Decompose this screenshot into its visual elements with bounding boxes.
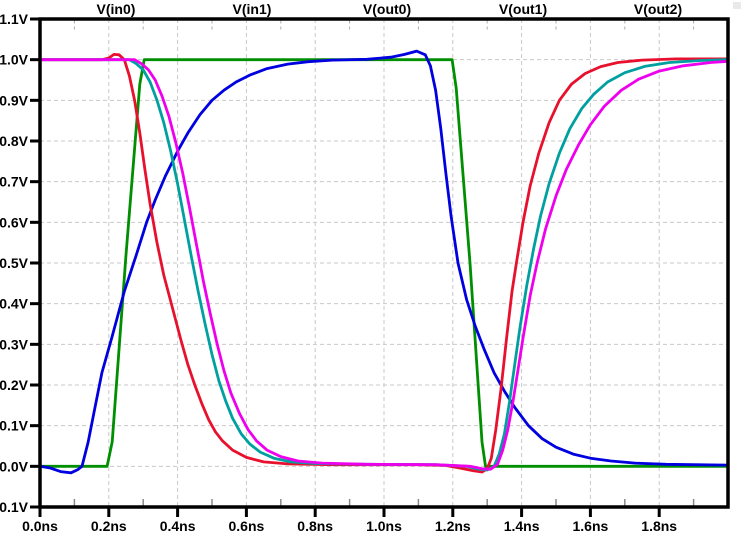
y-tick-label: 0.9V (0, 92, 29, 108)
legend-vout0[interactable]: V(out0) (363, 1, 411, 17)
screen-artifact (733, 2, 741, 9)
y-axis-labels: 1.1V 1.0V 0.9V 0.8V 0.7V 0.6V 0.5V 0.4V 0.3V 0.2V… (0, 11, 29, 515)
x-tick-label: 0.6ns (228, 518, 264, 534)
x-tick-label: 1.8ns (641, 518, 677, 534)
waveform-traces (38, 49, 730, 475)
x-tick-label: 1.0ns (366, 518, 402, 534)
trace-vin0[interactable] (38, 58, 730, 468)
x-tick-label: 1.2ns (435, 518, 471, 534)
x-tick-label: 1.6ns (572, 518, 608, 534)
y-tick-label: 1.1V (0, 11, 29, 27)
x-tick-label: 0.2ns (91, 518, 127, 534)
x-tick-label: 1.4ns (504, 518, 540, 534)
plot-border-rect (38, 17, 730, 509)
x-tick-label: 0.4ns (160, 518, 196, 534)
y-tick-label: 0.3V (0, 336, 29, 352)
y-tick-label: -0.1V (0, 499, 29, 515)
y-tick-label: 0.8V (0, 133, 29, 149)
x-tick-label: 0.8ns (297, 518, 333, 534)
y-tick-label: 1.0V (0, 52, 29, 68)
y-tick-label: 0.2V (0, 377, 29, 393)
plot-border (38, 17, 730, 509)
legend-vin1[interactable]: V(in1) (233, 1, 272, 17)
trace-vin1[interactable] (38, 49, 730, 475)
grid-lines (40, 19, 728, 507)
legend-vout1[interactable]: V(out1) (499, 1, 547, 17)
x-axis-labels: 0.0ns 0.2ns 0.4ns 0.6ns 0.8ns 1.0ns 1.2ns 1.4ns… (22, 518, 677, 534)
x-tick-label: 0.0ns (22, 518, 58, 534)
legend-vout2[interactable]: V(out2) (634, 1, 682, 17)
axis-tick-marks (30, 17, 661, 517)
y-tick-label: 0.1V (0, 418, 29, 434)
y-tick-label: 0.6V (0, 214, 29, 230)
legend: V(in0) V(in1) V(out0) V(out1) V(out2) (97, 1, 683, 17)
legend-vin0[interactable]: V(in0) (97, 1, 136, 17)
y-tick-label: 0.7V (0, 174, 29, 190)
minor-tick-marks (73, 20, 695, 506)
y-tick-label: 0.5V (0, 255, 29, 271)
y-tick-label: 0.4V (0, 296, 29, 312)
y-tick-label: 0.0V (0, 458, 29, 474)
trace-vout2[interactable] (38, 58, 730, 471)
